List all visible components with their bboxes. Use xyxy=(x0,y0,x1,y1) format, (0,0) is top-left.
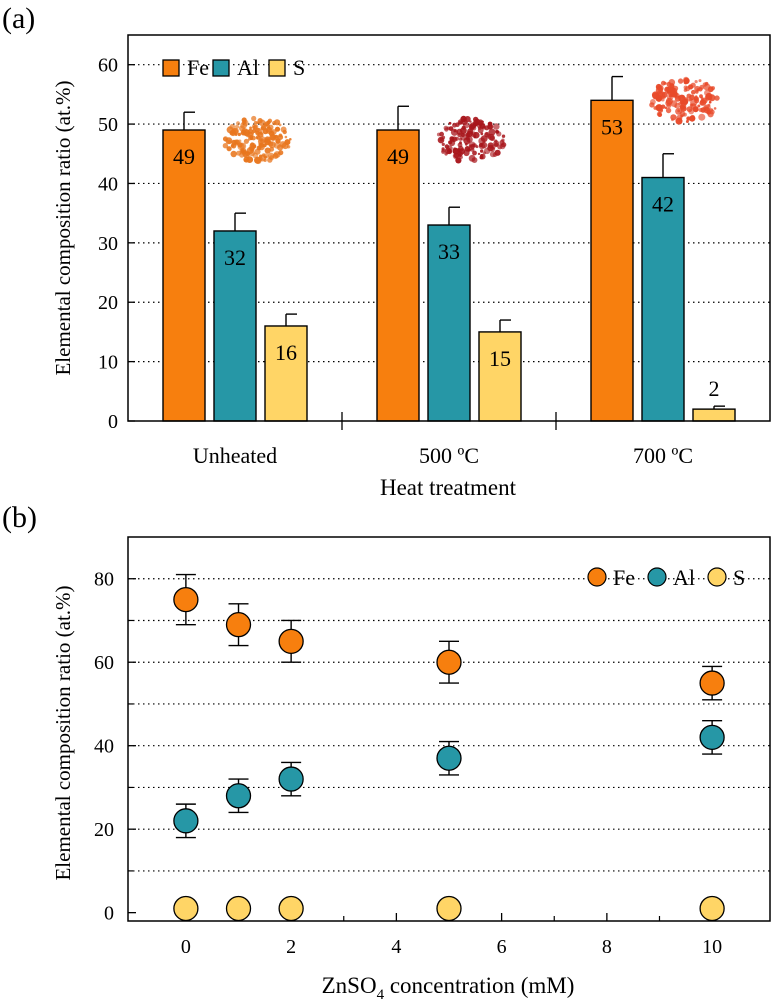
point-S-0 xyxy=(173,895,199,921)
panel-a-label: (a) xyxy=(2,2,35,35)
point-S-3 xyxy=(436,895,462,921)
y-tick-label-60: 60 xyxy=(94,652,114,674)
y-tick-label-80: 80 xyxy=(94,569,114,591)
point-Al-1 xyxy=(225,783,252,809)
point-Al-4 xyxy=(699,724,725,750)
y-tick-label-40: 40 xyxy=(98,173,118,195)
x-tick-label-10: 10 xyxy=(702,936,722,958)
legend-swatch-Al xyxy=(212,59,230,77)
point-S-2 xyxy=(278,895,304,921)
panel-b-label: (b) xyxy=(2,501,37,534)
bar-Fe-0 xyxy=(162,129,206,422)
point-Fe-4 xyxy=(699,670,725,696)
y-tick-label-40: 40 xyxy=(94,736,114,758)
y-tick-label-0: 0 xyxy=(108,411,118,433)
bar-Al-2 xyxy=(641,176,685,422)
point-S-4 xyxy=(699,895,725,921)
legend-label-Al: Al xyxy=(673,565,695,590)
legend-label-Fe: Fe xyxy=(613,565,635,590)
panel-b-gridlines xyxy=(128,578,770,872)
data-label-Al-0: 32 xyxy=(224,245,246,270)
panel-b-plot-frame xyxy=(127,536,771,922)
point-Fe-0 xyxy=(173,586,199,613)
powder-image-icon-0 xyxy=(222,115,292,165)
legend-label-S: S xyxy=(733,565,745,590)
bar-Al-1 xyxy=(427,224,471,422)
panel-b-scatter-chart: (b) 0 20 40 60 80 0 2 4 6 8 10 Fe Al S Elemental co… xyxy=(2,501,771,1000)
x-tick-label-1: 500 ºC xyxy=(419,443,479,468)
y-tick-label-20: 20 xyxy=(94,819,114,841)
panel-b-x-axis-label-main: ZnSO xyxy=(322,973,377,998)
point-Al-3 xyxy=(436,745,462,771)
panel-a-bar-chart: (a) 0 10 20 30 40 50 60 Unheated 500 ºC 700 ºC 4… xyxy=(2,2,771,500)
point-Al-2 xyxy=(278,766,304,792)
data-label-S-1: 15 xyxy=(489,346,511,371)
bar-S-2 xyxy=(692,408,736,422)
panel-b-x-axis-label-rest: concentration (mM) xyxy=(384,973,574,998)
data-label-S-0: 16 xyxy=(275,340,297,365)
panel-b-x-axis-label-subscript: 4 xyxy=(377,987,385,1000)
data-label-Al-2: 42 xyxy=(652,192,674,217)
y-tick-label-50: 50 xyxy=(98,114,118,136)
data-label-Fe-0: 49 xyxy=(173,144,195,169)
y-tick-label-20: 20 xyxy=(98,292,118,314)
data-label-Fe-2: 53 xyxy=(601,114,623,139)
data-label-S-2: 2 xyxy=(709,376,720,401)
powder-image-icon-1 xyxy=(436,115,507,164)
panel-b-legend: Fe Al S xyxy=(587,565,745,590)
point-Fe-3 xyxy=(436,649,462,675)
panel-a-bars: 49 32 16 49 33 15 53 42 2 xyxy=(162,75,736,422)
legend-label-S: S xyxy=(293,55,305,80)
x-tick-label-2: 2 xyxy=(286,936,296,958)
x-tick-label-8: 8 xyxy=(602,936,612,958)
powder-image-icon-2 xyxy=(649,76,720,125)
panel-b-x-axis-label: ZnSO4 concentration (mM) xyxy=(322,973,575,1000)
bar-S-1 xyxy=(478,331,522,422)
x-tick-label-6: 6 xyxy=(497,936,507,958)
y-tick-label-10: 10 xyxy=(98,352,118,374)
legend-marker-Fe xyxy=(587,567,607,587)
panel-a-y-axis-label: Elemental composition ratio (at.%) xyxy=(51,80,75,375)
legend-label-Fe: Fe xyxy=(187,55,209,80)
x-tick-label-0: 0 xyxy=(181,936,191,958)
legend-swatch-Fe xyxy=(162,59,180,77)
x-tick-label-2: 700 ºC xyxy=(633,443,693,468)
panel-a-powder-images xyxy=(222,76,720,165)
x-tick-label-0: Unheated xyxy=(193,443,277,468)
legend-marker-Al xyxy=(647,567,667,587)
bar-Fe-2 xyxy=(590,99,634,422)
point-Al-0 xyxy=(173,808,199,834)
data-label-Fe-1: 49 xyxy=(387,144,409,169)
legend-marker-S xyxy=(707,567,727,587)
y-tick-label-60: 60 xyxy=(98,55,118,77)
panel-b-y-axis-label: Elemental composition ratio (at.%) xyxy=(51,585,75,880)
panel-a-y-ticks: 0 10 20 30 40 50 60 xyxy=(98,55,135,433)
y-tick-label-30: 30 xyxy=(98,233,118,255)
point-S-1 xyxy=(225,895,252,921)
panel-b-y-ticks: 0 20 40 60 80 xyxy=(94,569,136,925)
panel-a-x-axis-label: Heat treatment xyxy=(380,475,517,500)
data-label-Al-1: 33 xyxy=(438,239,460,264)
point-Fe-2 xyxy=(278,628,304,654)
bar-Fe-1 xyxy=(376,129,420,422)
legend-swatch-S xyxy=(268,59,286,77)
legend-label-Al: Al xyxy=(237,55,259,80)
panel-b-points xyxy=(173,573,725,921)
panel-a-plot-frame xyxy=(127,34,771,422)
panel-a-legend: Fe Al S xyxy=(162,55,305,80)
point-Fe-1 xyxy=(225,612,252,638)
bar-S-0 xyxy=(264,325,308,422)
panel-b-point-area xyxy=(173,573,725,921)
bar-Al-0 xyxy=(213,230,257,422)
y-tick-label-0: 0 xyxy=(104,903,114,925)
x-tick-label-4: 4 xyxy=(391,936,401,958)
